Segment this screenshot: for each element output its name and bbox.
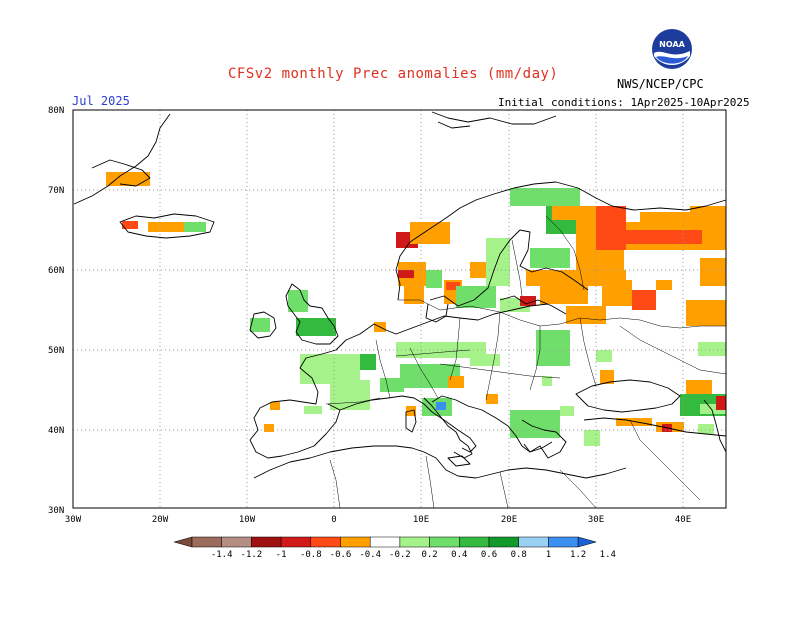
lat-label: 60N [48,266,64,276]
forecast-month: Jul 2025 [72,94,130,108]
noaa-logo-icon: NOAA [652,29,692,69]
colorbar-swatch [518,536,549,548]
colorbar-label: 0.4 [451,550,467,560]
coastlines [73,111,727,479]
lon-label: 30W [65,515,82,525]
colorbar-label: 0.2 [421,550,437,560]
lat-label: 50N [48,346,64,356]
anomaly-shading [106,172,726,446]
lon-label: 20W [152,515,169,525]
lon-label: 30E [588,515,604,525]
agency-label: NWS/NCEP/CPC [617,77,704,91]
graticule [73,110,726,508]
colorbar-label: 1.2 [570,550,586,560]
colorbar-swatch [251,536,282,548]
colorbar-label: -1.2 [241,550,263,560]
logo-text: NOAA [659,40,685,49]
lon-label: 20E [501,515,517,525]
colorbar-label: -0.8 [300,550,322,560]
colorbar-swatch [369,536,401,548]
colorbar-swatch [548,536,579,548]
map-frame [72,109,727,509]
initial-conditions: Initial conditions: 1Apr2025-10Apr2025 [498,96,750,109]
colorbar-swatch [488,536,519,548]
colorbar-swatch [191,536,222,548]
colorbar-label: 0.6 [481,550,497,560]
map-background [73,110,726,508]
colorbar-arrow-left [173,536,193,548]
colorbar-label: -1.4 [211,550,233,560]
lon-label: 0 [331,515,336,525]
colorbar-swatch [459,536,490,548]
colorbar-label: 0.8 [511,550,527,560]
colorbar-swatch [280,536,312,548]
noaa-logo: NOAA [651,28,693,70]
colorbar-swatch [340,536,371,548]
map-title: CFSv2 monthly Prec anomalies (mm/day) [228,66,559,82]
colorbar-label: 1.4 [600,550,616,560]
colorbar-swatch [310,536,341,548]
colorbar-arrow-right [577,536,598,548]
colorbar-label: -1 [276,550,287,560]
colorbar-swatch [221,536,252,548]
lon-label: 10E [413,515,429,525]
colorbar-swatch [399,536,430,548]
longitude-labels: 30W 20W 10W 0 10E 20E 30E 40E [65,515,691,525]
lat-label: 40N [48,426,64,436]
lat-label: 80N [48,106,64,116]
lon-label: 40E [675,515,691,525]
colorbar-label: -0.6 [330,550,352,560]
colorbar-swatch [429,536,460,548]
colorbar-label: -0.4 [359,550,381,560]
country-borders [325,215,727,509]
latitude-labels: 80N 70N 60N 50N 40N 30N [48,106,64,516]
lon-label: 10W [239,515,256,525]
colorbar: -1.4 -1.2 -1 -0.8 -0.6 -0.4 -0.2 0.2 0.4 0.6 0.8 1 1… [173,536,616,560]
colorbar-label: -0.2 [389,550,411,560]
lat-label: 30N [48,506,64,516]
lat-label: 70N [48,186,64,196]
colorbar-label: 1 [546,550,551,560]
